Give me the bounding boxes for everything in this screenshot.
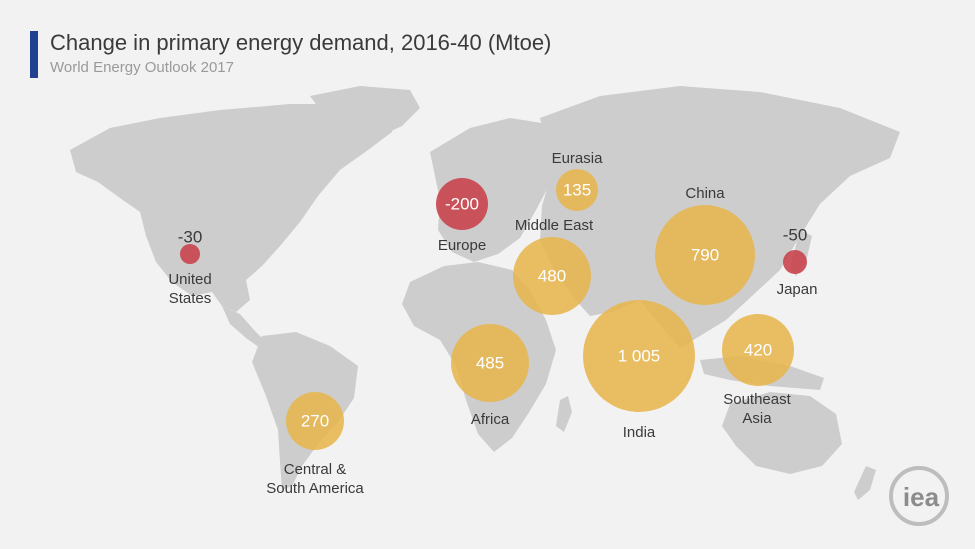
region-label-china: China: [685, 185, 725, 202]
landmass-new-zealand: [854, 466, 876, 500]
iea-logo: iea: [889, 466, 949, 526]
map-subtitle: World Energy Outlook 2017: [50, 59, 234, 76]
landmass-australia: [722, 392, 842, 474]
title-accent-bar: [30, 31, 38, 78]
region-label-united-states: United: [168, 271, 211, 288]
region-label-japan: Japan: [777, 281, 818, 298]
value-label-central-south-america: 270: [301, 412, 329, 431]
landmass-madagascar: [556, 396, 572, 432]
bubble-china: [655, 205, 755, 305]
iea-logo-text: iea: [903, 482, 940, 512]
map-title: Change in primary energy demand, 2016-40…: [50, 30, 552, 55]
value-label-india: 1 005: [618, 347, 661, 366]
value-label-europe: -200: [445, 195, 479, 214]
landmass-central-america: [222, 306, 266, 348]
bubble-central-south-america: [286, 392, 344, 450]
bubble-japan: [783, 250, 807, 274]
region-label-southeast-asia: Asia: [742, 410, 772, 427]
landmass-north-america: [70, 104, 395, 312]
region-label-central-south-america: Central &: [284, 461, 347, 478]
region-label-middle-east: Middle East: [515, 217, 594, 234]
region-label-europe: Europe: [438, 237, 486, 254]
region-label-africa: Africa: [471, 411, 510, 428]
bubble-africa: [451, 324, 529, 402]
value-label-africa: 485: [476, 354, 504, 373]
bubble-india: [583, 300, 695, 412]
bubble-southeast-asia: [722, 314, 794, 386]
bubble-layer: -30 United States 270 Central & South America…: [168, 150, 817, 497]
landmass-greenland: [310, 86, 420, 138]
iea-logo-ring: [889, 466, 949, 526]
value-label-eurasia: 135: [563, 181, 591, 200]
bubble-united-states: [180, 244, 200, 264]
value-label-japan: -50: [783, 226, 808, 245]
region-label-india: India: [623, 424, 656, 441]
region-label-eurasia: Eurasia: [552, 150, 604, 167]
region-label-united-states: States: [169, 290, 212, 307]
bubble-middle-east: [513, 237, 591, 315]
value-label-southeast-asia: 420: [744, 341, 772, 360]
region-label-southeast-asia: Southeast: [723, 391, 791, 408]
region-label-central-south-america: South America: [266, 480, 364, 497]
bubble-europe: [436, 178, 488, 230]
bubble-eurasia: [556, 169, 598, 211]
value-label-united-states: -30: [178, 228, 203, 247]
value-label-middle-east: 480: [538, 267, 566, 286]
value-label-china: 790: [691, 246, 719, 265]
